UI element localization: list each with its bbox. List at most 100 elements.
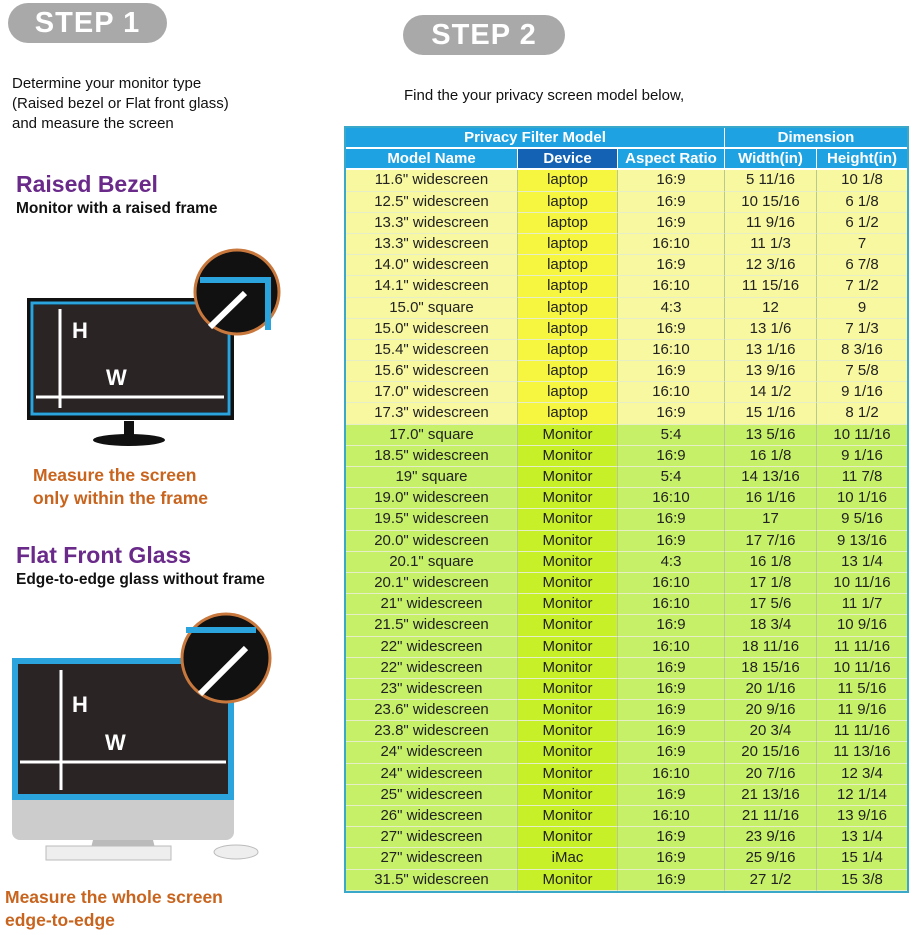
table-cell: 22" widescreen — [346, 657, 518, 679]
table-cell: 10 11/16 — [817, 424, 907, 446]
table-cell: 16:9 — [618, 318, 725, 340]
table-row: 27" widescreen Monitor 16:9 23 9/16 13 1/4 — [346, 827, 907, 849]
table-cell: 13 1/4 — [817, 551, 907, 573]
table-cell: 20.1" square — [346, 551, 518, 573]
table-cell: 16:9 — [618, 530, 725, 552]
table-cell: 16:9 — [618, 445, 725, 467]
width-label: W — [106, 365, 127, 390]
table-cell: 12 — [725, 297, 817, 319]
table-cell: 14.0" widescreen — [346, 255, 518, 277]
instruction-line: Determine your monitor type — [12, 75, 202, 92]
table-cell: 11 1/3 — [725, 233, 817, 256]
table-cell: laptop — [518, 403, 618, 425]
flat-glass-monitor-illustration: H W — [12, 612, 272, 861]
table-cell: Monitor — [518, 784, 618, 806]
table-cell: 12.5" widescreen — [346, 191, 518, 213]
note-line: edge-to-edge — [5, 910, 115, 930]
height-label: H — [72, 318, 88, 343]
table-cell: Monitor — [518, 615, 618, 637]
flat-glass-subtitle: Edge-to-edge glass without frame — [16, 571, 265, 588]
table-cell: Monitor — [518, 572, 618, 595]
table-cell: 20 3/4 — [725, 721, 817, 743]
table-cell: 19" square — [346, 467, 518, 489]
table-cell: 6 1/8 — [817, 191, 907, 213]
table-row: 25" widescreen Monitor 16:9 21 13/16 12 1/14 — [346, 784, 907, 806]
table-cell: 16:10 — [618, 233, 725, 256]
table-cell: Monitor — [518, 509, 618, 531]
table-cell: laptop — [518, 212, 618, 234]
table-cell: Monitor — [518, 806, 618, 828]
table-cell: 24" widescreen — [346, 763, 518, 785]
step2-instruction: Find the your privacy screen model below… — [404, 87, 685, 104]
table-cell: 10 1/8 — [817, 170, 907, 192]
table-cell: 11 11/16 — [817, 721, 907, 743]
table-cell: Monitor — [518, 594, 618, 616]
table-cell: 15.6" widescreen — [346, 361, 518, 383]
table-cell: 15 3/8 — [817, 869, 907, 891]
table-row: 21" widescreen Monitor 16:10 17 5/6 11 1/7 — [346, 594, 907, 616]
table-cell: 19.0" widescreen — [346, 488, 518, 510]
table-cell: Monitor — [518, 721, 618, 743]
table-cell: 27" widescreen — [346, 848, 518, 870]
table-row: 26" widescreen Monitor 16:10 21 11/16 13 9/1… — [346, 806, 907, 828]
table-cell: 18 15/16 — [725, 657, 817, 679]
table-cell: 20 1/16 — [725, 678, 817, 701]
group-header-model: Privacy Filter Model — [346, 128, 725, 150]
flat-glass-note: Measure the whole screen edge-to-edge — [5, 886, 223, 932]
instruction-line: and measure the screen — [12, 115, 174, 132]
table-cell: 11 9/16 — [725, 212, 817, 234]
table-cell: 16:9 — [618, 678, 725, 701]
table-cell: 11 5/16 — [817, 678, 907, 701]
table-row: 18.5" widescreen Monitor 16:9 16 1/8 9 1/16 — [346, 445, 907, 467]
table-cell: 15.0" square — [346, 297, 518, 319]
note-line: Measure the screen — [33, 465, 197, 485]
privacy-filter-table: Privacy Filter Model Dimension Model Nam… — [344, 126, 909, 893]
table-cell: 11 11/16 — [817, 636, 907, 658]
table-cell: 23 9/16 — [725, 827, 817, 849]
table-cell: 11 9/16 — [817, 700, 907, 722]
column-header: Aspect Ratio — [618, 149, 725, 171]
table-cell: Monitor — [518, 869, 618, 891]
raised-bezel-title: Raised Bezel — [16, 171, 158, 197]
table-row: 20.1" widescreen Monitor 16:10 17 1/8 10 11/… — [346, 572, 907, 595]
table-cell: 11 13/16 — [817, 742, 907, 764]
table-cell: 22" widescreen — [346, 636, 518, 658]
table-cell: 16:9 — [618, 255, 725, 277]
table-cell: 7 5/8 — [817, 361, 907, 383]
table-cell: 16:9 — [618, 700, 725, 722]
raised-bezel-subtitle: Monitor with a raised frame — [16, 200, 218, 217]
table-cell: 16:9 — [618, 191, 725, 213]
table-cell: 16:9 — [618, 212, 725, 234]
table-cell: laptop — [518, 191, 618, 213]
table-cell: 20.1" widescreen — [346, 572, 518, 595]
table-cell: 27" widescreen — [346, 827, 518, 849]
table-cell: laptop — [518, 170, 618, 192]
table-cell: 7 1/3 — [817, 318, 907, 340]
table-cell: Monitor — [518, 827, 618, 849]
table-cell: iMac — [518, 848, 618, 870]
table-cell: 13.3" widescreen — [346, 233, 518, 256]
table-row: 23.6" widescreen Monitor 16:9 20 9/16 11 9/1… — [346, 700, 907, 722]
table-row: 17.3" widescreen laptop 16:9 15 1/16 8 1/2 — [346, 403, 907, 425]
table-cell: 8 1/2 — [817, 403, 907, 425]
table-row: 12.5" widescreen laptop 16:9 10 15/16 6 1/8 — [346, 191, 907, 213]
column-header: Height(in) — [817, 149, 907, 171]
table-cell: 4:3 — [618, 551, 725, 573]
table-row: 31.5" widescreen Monitor 16:9 27 1/2 15 3/8 — [346, 869, 907, 891]
table-cell: 16:9 — [618, 721, 725, 743]
table-cell: 25" widescreen — [346, 784, 518, 806]
table-cell: 31.5" widescreen — [346, 869, 518, 891]
table-cell: 15 1/4 — [817, 848, 907, 870]
table-cell: 20.0" widescreen — [346, 530, 518, 552]
table-row: 24" widescreen Monitor 16:10 20 7/16 12 3/4 — [346, 763, 907, 785]
table-cell: 21.5" widescreen — [346, 615, 518, 637]
table-cell: 6 1/2 — [817, 212, 907, 234]
table-row: 20.0" widescreen Monitor 16:9 17 7/16 9 13/1… — [346, 530, 907, 552]
table-cell: 12 3/4 — [817, 763, 907, 785]
table-cell: 10 15/16 — [725, 191, 817, 213]
table-cell: 12 3/16 — [725, 255, 817, 277]
step2-badge: STEP 2 — [403, 15, 565, 55]
table-cell: 7 — [817, 233, 907, 256]
table-cell: 4:3 — [618, 297, 725, 319]
table-row: 19.5" widescreen Monitor 16:9 17 9 5/16 — [346, 509, 907, 531]
